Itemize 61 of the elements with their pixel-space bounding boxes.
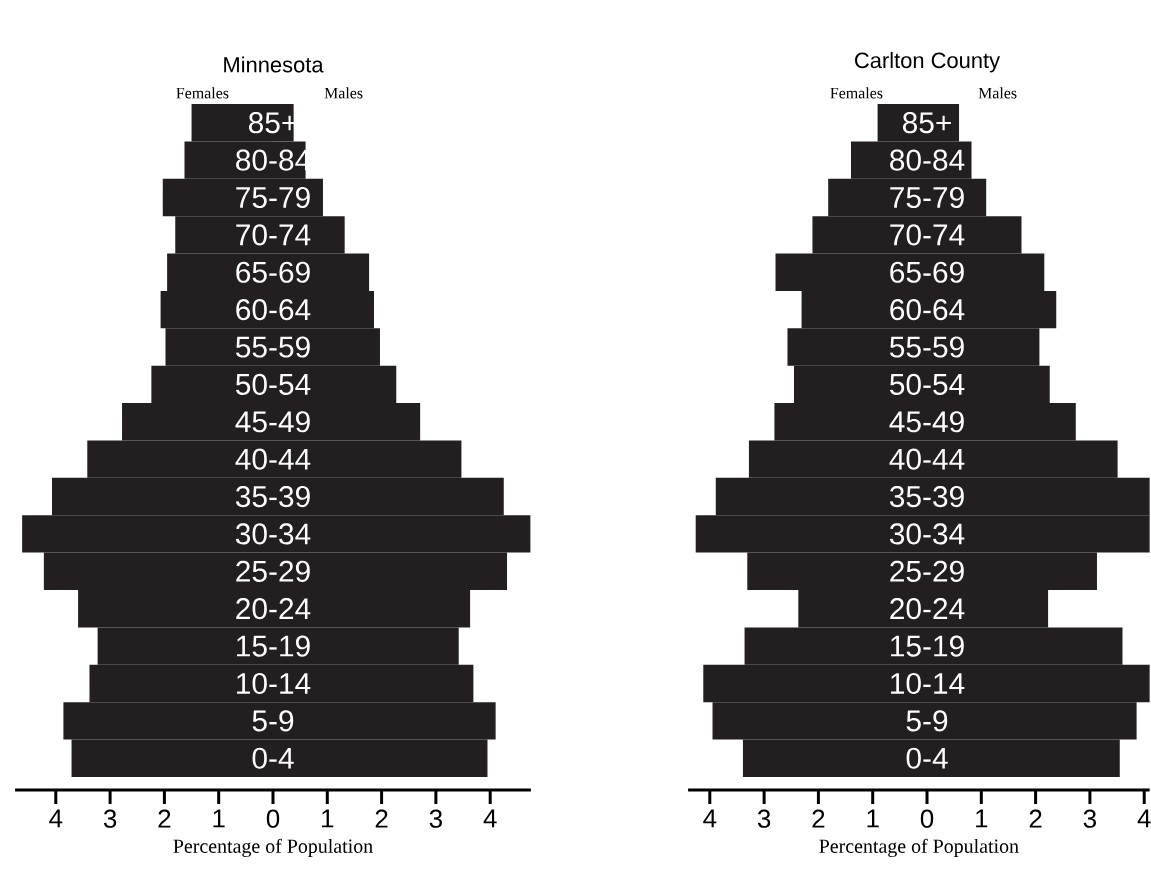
y-tick-label: 10-14 bbox=[891, 672, 965, 695]
y-tick-label: 15-19 bbox=[891, 635, 964, 657]
x-tick-label: 0 bbox=[920, 809, 934, 828]
chart-title: Minnesota bbox=[224, 56, 324, 73]
y-tick-label: 75-79 bbox=[236, 186, 310, 209]
y-tick-label: 65-69 bbox=[890, 261, 964, 283]
x-tick-label: 2 bbox=[158, 809, 171, 828]
x-tick-label: 2 bbox=[375, 809, 388, 828]
x-tick-label: 3 bbox=[757, 809, 771, 828]
y-tick-label: 45-49 bbox=[889, 411, 964, 433]
y-tick-label: 60-64 bbox=[236, 299, 311, 321]
y-tick-label: 35-39 bbox=[889, 485, 964, 508]
y-tick-label: 15-19 bbox=[237, 635, 310, 657]
y-tick-label: 5-9 bbox=[906, 710, 948, 732]
x-tick-label: 4 bbox=[1137, 809, 1151, 828]
series-label: Females bbox=[176, 87, 229, 99]
x-tick-label: 3 bbox=[103, 809, 117, 828]
y-tick-label: 40-44 bbox=[235, 448, 311, 470]
y-tick-label: 25-29 bbox=[236, 560, 310, 582]
y-tick-label: 40-44 bbox=[889, 448, 965, 470]
y-tick-label: 30-34 bbox=[235, 523, 311, 545]
y-tick-label: 65-69 bbox=[236, 261, 310, 283]
y-tick-label: 5-9 bbox=[252, 710, 294, 732]
series-label: Males bbox=[324, 87, 363, 99]
series-label: Females bbox=[830, 87, 883, 99]
x-tick-label: 1 bbox=[322, 809, 334, 828]
x-tick-label: 2 bbox=[1029, 809, 1042, 828]
x-tick-label: 1 bbox=[976, 809, 988, 828]
x-tick-label: 0 bbox=[266, 809, 280, 828]
x-axis-title: Percentage of Population bbox=[173, 838, 373, 858]
x-tick-label: 4 bbox=[703, 809, 717, 828]
y-tick-label: 45-49 bbox=[235, 411, 310, 433]
y-tick-label: 80-84 bbox=[890, 149, 965, 171]
y-tick-label: 0-4 bbox=[906, 747, 948, 769]
y-tick-label: 0-4 bbox=[252, 747, 294, 769]
y-tick-label: 25-29 bbox=[890, 560, 964, 582]
chart-title: Carlton County bbox=[855, 52, 1001, 73]
y-tick-label: 55-59 bbox=[889, 336, 964, 358]
y-tick-label: 70-74 bbox=[890, 224, 965, 246]
x-tick-label: 4 bbox=[483, 809, 497, 828]
x-tick-label: 3 bbox=[1083, 809, 1096, 828]
y-tick-label: 35-39 bbox=[235, 485, 310, 508]
y-tick-label: 85+ bbox=[902, 112, 951, 134]
y-tick-label: 50-54 bbox=[235, 373, 311, 395]
y-tick-label: 75-79 bbox=[890, 186, 964, 209]
y-tick-label: 85+ bbox=[248, 112, 297, 134]
x-tick-label: 1 bbox=[213, 809, 225, 828]
x-tick-label: 2 bbox=[812, 809, 825, 828]
y-tick-label: 30-34 bbox=[889, 523, 965, 545]
y-tick-label: 20-24 bbox=[236, 598, 311, 620]
x-tick-label: 1 bbox=[867, 809, 879, 828]
y-tick-label: 55-59 bbox=[235, 336, 310, 358]
y-tick-label: 20-24 bbox=[890, 598, 965, 620]
x-tick-label: 3 bbox=[429, 809, 442, 828]
y-tick-label: 50-54 bbox=[889, 373, 965, 395]
y-tick-label: 60-64 bbox=[890, 299, 965, 321]
y-tick-label: 10-14 bbox=[237, 672, 311, 695]
y-tick-label: 70-74 bbox=[236, 224, 311, 246]
series-label: Males bbox=[978, 87, 1017, 99]
x-axis-title: Percentage of Population bbox=[819, 838, 1019, 858]
x-tick-label: 4 bbox=[49, 809, 63, 828]
